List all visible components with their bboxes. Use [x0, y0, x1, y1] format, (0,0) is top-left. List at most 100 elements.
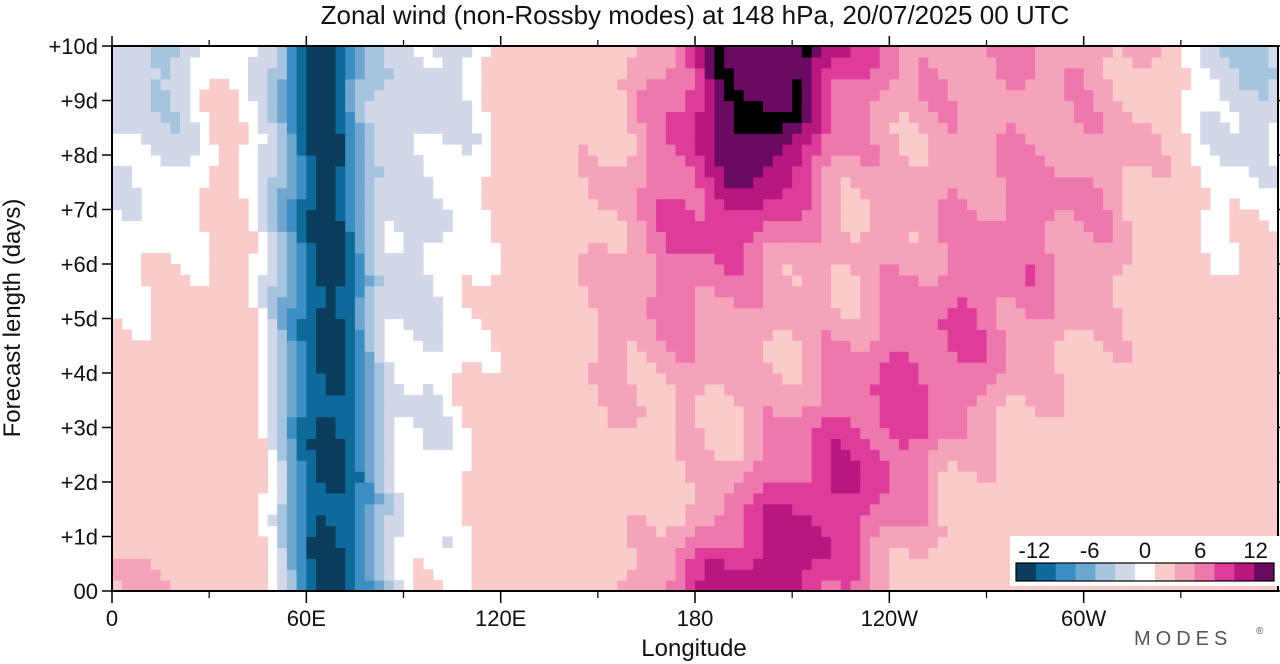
field-cell — [1171, 198, 1182, 211]
field-cell — [724, 525, 735, 538]
field-cell — [1005, 416, 1017, 429]
field-cell — [743, 165, 754, 178]
field-cell — [1035, 394, 1046, 407]
field-cell — [277, 242, 288, 254]
field-cell — [490, 503, 502, 516]
field-cell — [296, 155, 307, 167]
field-cell — [500, 460, 511, 472]
field-cell — [345, 133, 356, 145]
field-cell — [899, 133, 910, 145]
field-cell — [879, 503, 890, 516]
field-cell — [374, 449, 385, 461]
field-cell — [1005, 503, 1017, 516]
field-cell — [481, 449, 492, 461]
field-cell — [1219, 340, 1231, 352]
field-cell — [238, 285, 249, 298]
field-cell — [180, 547, 191, 559]
field-cell — [1122, 492, 1133, 505]
field-cell — [1073, 471, 1085, 483]
field-cell — [442, 438, 453, 450]
field-cell — [636, 580, 648, 592]
field-cell — [354, 405, 366, 418]
field-cell — [277, 394, 288, 407]
field-cell — [500, 536, 511, 548]
field-cell — [937, 482, 949, 494]
field-cell — [1083, 264, 1094, 276]
field-cell — [899, 274, 910, 287]
field-cell — [500, 449, 511, 461]
field-cell — [180, 362, 191, 374]
field-cell — [209, 383, 220, 396]
field-cell — [500, 503, 511, 516]
field-cell — [753, 187, 764, 200]
field-cell — [1083, 296, 1094, 309]
field-cell — [928, 416, 939, 429]
field-cell — [500, 274, 511, 287]
field-cell — [354, 155, 366, 167]
field-cell — [811, 471, 822, 483]
field-cell — [1190, 492, 1201, 505]
field-cell — [626, 351, 638, 363]
field-cell — [996, 482, 1007, 494]
field-cell — [510, 176, 521, 189]
field-cell — [869, 89, 881, 102]
field-cell — [345, 318, 356, 330]
field-cell — [899, 176, 910, 189]
field-cell — [821, 100, 832, 112]
field-cell — [597, 471, 609, 483]
field-cell — [1093, 438, 1104, 450]
field-cell — [209, 580, 220, 592]
field-cell — [257, 471, 269, 483]
field-cell — [831, 580, 842, 592]
field-cell — [996, 558, 1007, 570]
field-cell — [685, 209, 696, 221]
field-cell — [500, 187, 511, 200]
field-cell — [1171, 438, 1182, 450]
field-cell — [286, 351, 298, 363]
field-cell — [248, 460, 259, 472]
field-cell — [558, 492, 570, 505]
field-cell — [481, 547, 492, 559]
field-cell — [1141, 242, 1153, 254]
field-cell — [743, 264, 754, 276]
field-cell — [384, 405, 395, 418]
field-cell — [529, 264, 541, 276]
field-cell — [1151, 416, 1162, 429]
field-cell — [704, 285, 716, 298]
field-cell — [811, 460, 822, 472]
field-cell — [481, 318, 492, 330]
field-cell — [228, 220, 239, 232]
field-cell — [1015, 449, 1026, 461]
field-cell — [1083, 165, 1094, 178]
field-cell — [248, 307, 259, 320]
field-cell — [695, 558, 706, 570]
field-cell — [928, 492, 939, 505]
field-cell — [1219, 285, 1231, 298]
field-cell — [121, 580, 133, 592]
field-cell — [801, 274, 813, 287]
field-cell — [685, 558, 696, 570]
field-cell — [704, 525, 716, 538]
field-cell — [1064, 285, 1075, 298]
field-cell — [743, 362, 754, 374]
field-cell — [1229, 231, 1240, 243]
field-cell — [976, 187, 988, 200]
field-cell — [335, 514, 346, 527]
field-cell — [928, 220, 939, 232]
field-cell — [860, 285, 871, 298]
field-cell — [675, 318, 686, 330]
field-cell — [1112, 209, 1124, 221]
field-cell — [860, 492, 871, 505]
field-cell — [238, 482, 249, 494]
field-cell — [529, 329, 541, 341]
field-cell — [1248, 427, 1260, 439]
field-cell — [753, 416, 764, 429]
field-cell — [170, 100, 181, 112]
field-cell — [1112, 460, 1124, 472]
field-cell — [1112, 438, 1124, 450]
field-cell — [908, 242, 920, 254]
field-cell — [1054, 525, 1065, 538]
field-cell — [248, 318, 259, 330]
field-cell — [626, 155, 638, 167]
field-cell — [899, 122, 910, 134]
